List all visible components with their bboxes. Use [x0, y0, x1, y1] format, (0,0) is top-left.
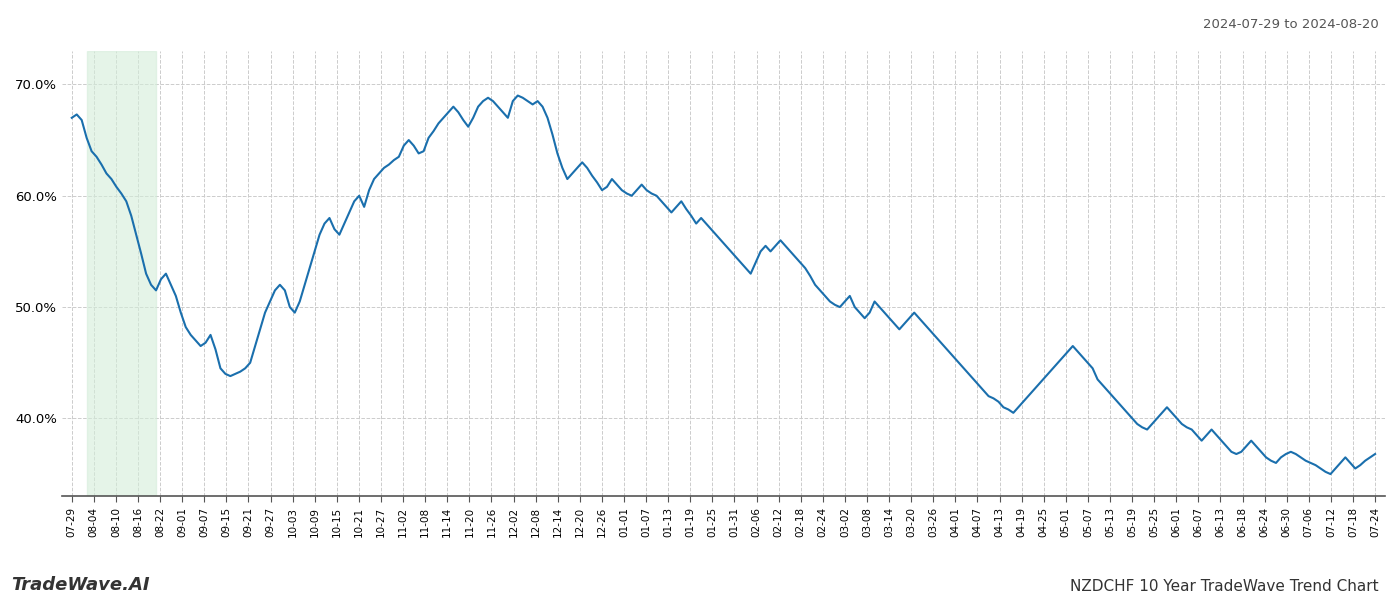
Text: 2024-07-29 to 2024-08-20: 2024-07-29 to 2024-08-20 — [1203, 18, 1379, 31]
Text: TradeWave.AI: TradeWave.AI — [11, 576, 150, 594]
Bar — [87, 51, 155, 496]
Text: NZDCHF 10 Year TradeWave Trend Chart: NZDCHF 10 Year TradeWave Trend Chart — [1071, 579, 1379, 594]
